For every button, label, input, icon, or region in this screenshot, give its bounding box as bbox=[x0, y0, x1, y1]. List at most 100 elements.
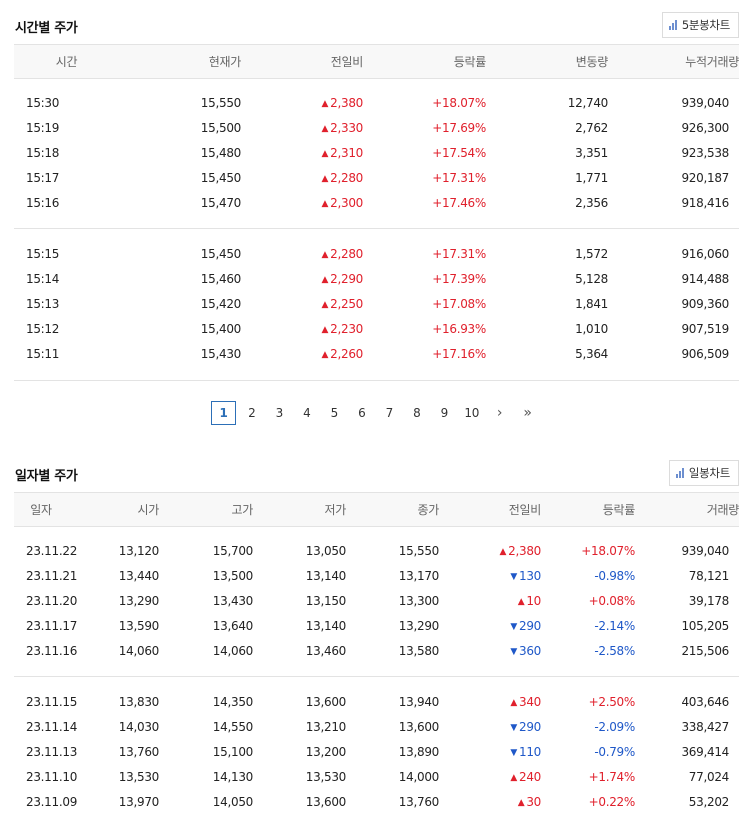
daily-chart-button[interactable]: 일봉차트 bbox=[668, 460, 739, 486]
next-page-button[interactable]: › bbox=[486, 401, 514, 425]
cumulative-volume-cell: 939,040 bbox=[681, 96, 729, 110]
hourly-price-table: 시간 현재가 전일비 등락률 변동량 누적거래량 15:30 15,550 ▲ 2,3… bbox=[14, 44, 739, 381]
table-row: 15:12 15,400 ▲ 2,230 +16.93% 1,010 907,519 bbox=[14, 317, 739, 342]
page-8-link[interactable]: 8 bbox=[413, 406, 421, 420]
cumulative-volume-cell: 909,360 bbox=[681, 297, 729, 311]
bar-chart-icon bbox=[668, 20, 677, 30]
volume-change-cell: 12,740 bbox=[567, 96, 609, 110]
change-cell: ▲ 340 bbox=[439, 690, 541, 715]
table-row: 15:14 15,460 ▲ 2,290 +17.39% 5,128 914,488 bbox=[14, 267, 739, 292]
table-row: 15:11 15,430 ▲ 2,260 +17.16% 5,364 906,509 bbox=[14, 342, 739, 367]
table-row: 23.11.15 13,830 14,350 13,600 13,940 ▲ 340 +2.5… bbox=[14, 690, 739, 715]
change-cell: ▲ 2,290 bbox=[241, 267, 364, 292]
change-value: 30 bbox=[526, 795, 541, 809]
col-header-volume-change: 변동량 bbox=[486, 44, 608, 79]
time-cell: 15:11 bbox=[26, 347, 60, 361]
rate-cell: -0.98% bbox=[594, 569, 635, 583]
open-cell: 13,530 bbox=[118, 770, 160, 784]
cumulative-volume-cell: 920,187 bbox=[681, 171, 729, 185]
page-9-link[interactable]: 9 bbox=[440, 406, 449, 420]
triangle-up-icon: ▲ bbox=[517, 798, 525, 808]
date-cell: 23.11.10 bbox=[26, 770, 78, 784]
triangle-up-icon: ▲ bbox=[499, 547, 507, 557]
time-cell: 15:30 bbox=[26, 96, 60, 110]
triangle-up-icon: ▲ bbox=[321, 199, 329, 209]
date-cell: 23.11.13 bbox=[26, 745, 78, 759]
volume-cell: 369,414 bbox=[681, 745, 729, 759]
col-header-date: 일자 bbox=[14, 492, 68, 527]
change-cell: ▲ 30 bbox=[439, 790, 542, 815]
col-header-cumulative-volume: 누적거래량 bbox=[608, 44, 739, 79]
date-cell: 23.11.16 bbox=[26, 644, 78, 658]
open-cell: 13,590 bbox=[118, 619, 160, 633]
change-value: 2,380 bbox=[508, 544, 541, 558]
table-row: 23.11.14 14,030 14,550 13,210 13,600 ▼ 290 -2.0… bbox=[14, 715, 739, 740]
page-5-link[interactable]: 5 bbox=[330, 406, 339, 420]
volume-cell: 338,427 bbox=[681, 720, 729, 734]
volume-change-cell: 1,572 bbox=[575, 247, 608, 261]
volume-change-cell: 1,010 bbox=[575, 322, 608, 336]
low-cell: 13,140 bbox=[305, 619, 347, 633]
open-cell: 13,440 bbox=[118, 569, 160, 583]
change-cell: ▲ 2,230 bbox=[241, 317, 364, 342]
triangle-down-icon: ▼ bbox=[510, 723, 517, 733]
open-cell: 14,030 bbox=[118, 720, 160, 734]
change-cell: ▼ 110 bbox=[439, 740, 541, 765]
close-cell: 13,300 bbox=[398, 594, 440, 608]
cumulative-volume-cell: 914,488 bbox=[681, 272, 729, 286]
cumulative-volume-cell: 923,538 bbox=[681, 146, 729, 160]
volume-cell: 215,506 bbox=[681, 644, 729, 658]
open-cell: 13,830 bbox=[118, 695, 160, 709]
five-minute-chart-button[interactable]: 5분봉차트 bbox=[661, 12, 739, 38]
change-cell: ▲ 2,260 bbox=[241, 342, 364, 367]
col-header-time: 시간 bbox=[14, 44, 119, 79]
close-cell: 13,760 bbox=[398, 795, 440, 809]
price-cell: 15,550 bbox=[200, 96, 242, 110]
time-cell: 15:19 bbox=[26, 121, 60, 135]
triangle-up-icon: ▲ bbox=[321, 174, 329, 184]
low-cell: 13,210 bbox=[305, 720, 347, 734]
change-value: 2,310 bbox=[330, 146, 363, 160]
rate-cell: +17.39% bbox=[432, 272, 486, 286]
table-row: 23.11.21 13,440 13,500 13,140 13,170 ▼ 130 -0.9… bbox=[14, 564, 739, 589]
rate-cell: +17.31% bbox=[432, 171, 486, 185]
change-cell: ▲ 2,380 bbox=[439, 539, 542, 564]
change-value: 130 bbox=[518, 569, 541, 583]
page-10-link[interactable]: 10 bbox=[464, 406, 480, 420]
table-row: 23.11.09 13,970 14,050 13,600 13,760 ▲ 30 +0.22… bbox=[14, 790, 739, 815]
spacer-row bbox=[14, 79, 739, 91]
page-3-link[interactable]: 3 bbox=[275, 406, 284, 420]
page-7-link[interactable]: 7 bbox=[385, 406, 394, 420]
triangle-down-icon: ▼ bbox=[510, 622, 517, 632]
triangle-down-icon: ▼ bbox=[510, 572, 517, 582]
high-cell: 14,350 bbox=[212, 695, 254, 709]
rate-cell: +0.22% bbox=[588, 795, 636, 809]
last-page-button[interactable]: » bbox=[514, 401, 542, 425]
low-cell: 13,530 bbox=[305, 770, 347, 784]
group-divider bbox=[14, 664, 739, 690]
triangle-up-icon: ▲ bbox=[321, 275, 329, 285]
daily-price-table: 일자 시가 고가 저가 종가 전일비 등락률 거래량 23.11.22 13,12… bbox=[14, 492, 739, 815]
change-cell: ▲ 2,310 bbox=[241, 141, 364, 166]
double-chevron-right-icon: » bbox=[523, 405, 532, 421]
volume-cell: 105,205 bbox=[681, 619, 729, 633]
table-row: 15:17 15,450 ▲ 2,280 +17.31% 1,771 920,187 bbox=[14, 166, 739, 191]
triangle-up-icon: ▲ bbox=[321, 250, 329, 260]
volume-change-cell: 1,841 bbox=[575, 297, 608, 311]
change-value: 240 bbox=[518, 770, 541, 784]
col-header-change: 전일비 bbox=[439, 492, 541, 527]
date-cell: 23.11.20 bbox=[26, 594, 78, 608]
change-cell: ▲ 2,280 bbox=[241, 166, 364, 191]
triangle-up-icon: ▲ bbox=[510, 698, 517, 708]
table-row: 23.11.17 13,590 13,640 13,140 13,290 ▼ 290 -2.1… bbox=[14, 614, 739, 639]
volume-change-cell: 1,771 bbox=[575, 171, 608, 185]
page-1-link[interactable]: 1 bbox=[211, 401, 236, 425]
open-cell: 13,290 bbox=[118, 594, 160, 608]
change-value: 290 bbox=[518, 619, 541, 633]
page-6-link[interactable]: 6 bbox=[358, 406, 366, 420]
rate-cell: +17.69% bbox=[432, 121, 486, 135]
page-4-link[interactable]: 4 bbox=[303, 406, 311, 420]
page-2-link[interactable]: 2 bbox=[248, 406, 256, 420]
low-cell: 13,150 bbox=[305, 594, 347, 608]
date-cell: 23.11.09 bbox=[26, 795, 78, 809]
